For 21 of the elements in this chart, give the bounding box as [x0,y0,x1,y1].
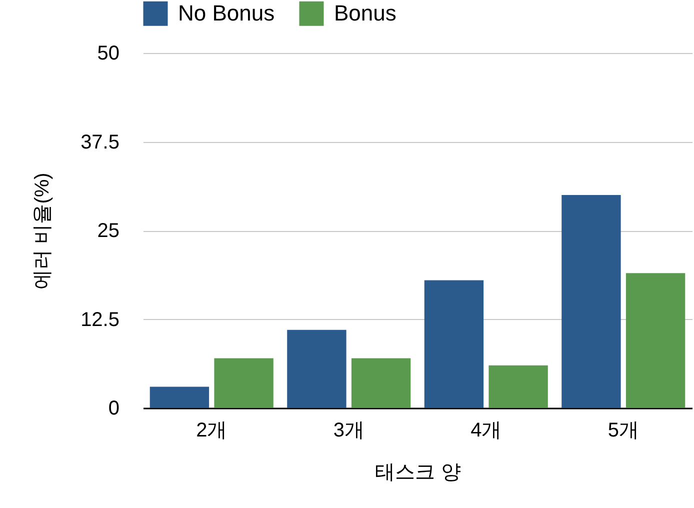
legend-label: Bonus [334,0,396,26]
bar [488,365,548,408]
y-tick-label: 37.5 [80,131,120,154]
bar [562,195,621,408]
x-axis-title: 태스크 양 [375,462,461,484]
x-tick-label: 3개 [333,420,364,442]
bar [351,358,411,408]
y-tick-label: 0 [108,398,120,420]
bar [287,330,346,408]
y-tick-label: 12.5 [80,308,120,331]
y-tick-label: 50 [97,42,120,64]
bar [626,273,686,408]
y-axis-title: 에러 비율(%) [32,172,54,290]
bar [150,386,210,408]
bar [424,280,484,408]
bar [214,358,274,408]
x-tick-label: 5개 [608,420,639,442]
y-tick-label: 25 [97,220,120,242]
x-tick-label: 4개 [470,420,502,442]
legend-label: No Bonus [178,0,275,26]
x-tick-label: 2개 [196,420,228,442]
